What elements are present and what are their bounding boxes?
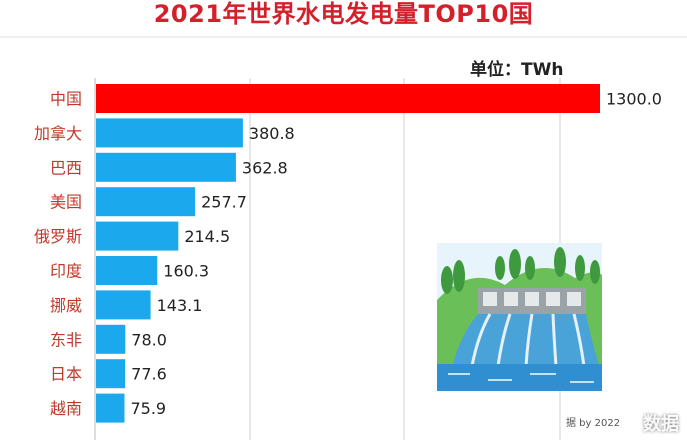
source-note: 据 by 2022 bbox=[566, 418, 621, 429]
bar bbox=[96, 152, 236, 182]
bar bbox=[96, 359, 126, 389]
bar bbox=[96, 187, 196, 217]
unit-label: 单位：TWh bbox=[470, 60, 564, 80]
category-label: 印度 bbox=[50, 262, 82, 281]
category-label: 越南 bbox=[50, 399, 82, 418]
bar bbox=[96, 118, 243, 148]
value-label: 143.1 bbox=[157, 296, 203, 315]
category-label: 日本 bbox=[50, 365, 82, 384]
watermark: 数据 bbox=[643, 414, 679, 435]
value-label: 78.0 bbox=[131, 330, 167, 349]
bar bbox=[96, 256, 158, 285]
bar bbox=[96, 393, 125, 423]
bar bbox=[96, 84, 600, 113]
category-label: 东非 bbox=[50, 330, 82, 349]
value-label: 1300.0 bbox=[606, 90, 662, 109]
category-label: 加拿大 bbox=[34, 124, 82, 143]
bar bbox=[96, 324, 126, 354]
bar bbox=[96, 290, 151, 320]
hydroelectric-dam-illustration bbox=[437, 243, 602, 391]
chart-title: 2021年世界水电发电量TOP10国 bbox=[153, 0, 534, 28]
value-label: 257.7 bbox=[201, 193, 247, 212]
value-label: 160.3 bbox=[163, 262, 209, 281]
value-label: 214.5 bbox=[184, 227, 230, 246]
value-label: 75.9 bbox=[130, 399, 166, 418]
category-label: 巴西 bbox=[50, 158, 82, 177]
bar bbox=[96, 221, 179, 251]
category-label: 俄罗斯 bbox=[34, 227, 82, 246]
category-label: 美国 bbox=[50, 193, 82, 212]
category-label: 挪威 bbox=[50, 296, 82, 315]
value-label: 362.8 bbox=[242, 158, 288, 177]
value-label: 77.6 bbox=[131, 365, 167, 384]
value-label: 380.8 bbox=[249, 124, 295, 143]
category-label: 中国 bbox=[50, 90, 82, 109]
